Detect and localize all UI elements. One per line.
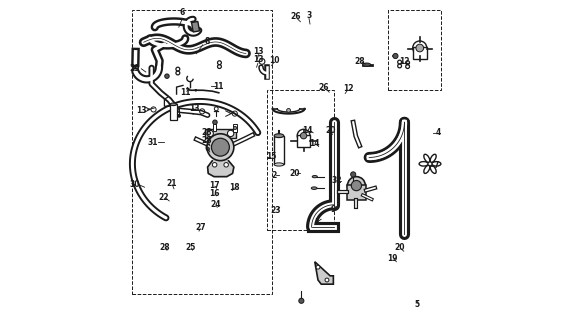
Text: 27: 27 [195, 223, 205, 232]
Circle shape [287, 108, 291, 112]
Text: 6: 6 [180, 8, 185, 17]
Text: 29: 29 [129, 64, 140, 73]
Text: 1: 1 [314, 218, 319, 227]
Text: 28: 28 [202, 136, 212, 145]
Text: 3: 3 [307, 11, 312, 20]
Text: 19: 19 [387, 254, 398, 263]
Text: 9: 9 [331, 205, 336, 214]
Bar [213, 124, 216, 131]
Circle shape [393, 53, 398, 59]
Bar [233, 124, 237, 132]
Circle shape [316, 265, 320, 269]
Ellipse shape [170, 103, 177, 106]
Circle shape [214, 107, 218, 111]
Ellipse shape [274, 134, 284, 138]
Circle shape [165, 74, 169, 78]
Text: 25: 25 [185, 243, 196, 252]
Circle shape [325, 278, 329, 282]
Text: 21: 21 [166, 180, 177, 188]
Circle shape [413, 41, 427, 55]
Text: 12: 12 [399, 57, 410, 66]
Text: 17: 17 [209, 181, 219, 190]
Text: 28: 28 [354, 57, 365, 66]
Text: 4: 4 [435, 128, 440, 137]
Circle shape [207, 134, 234, 161]
Circle shape [299, 298, 304, 303]
Text: 13: 13 [253, 47, 264, 56]
Polygon shape [315, 262, 333, 284]
Circle shape [194, 89, 197, 92]
Circle shape [297, 129, 310, 142]
Circle shape [177, 114, 181, 118]
Text: 28: 28 [160, 243, 170, 252]
Circle shape [300, 132, 307, 139]
Ellipse shape [311, 187, 317, 189]
Bar [170, 104, 177, 120]
Text: 11: 11 [213, 82, 224, 91]
Polygon shape [208, 161, 234, 177]
Text: 23: 23 [271, 206, 281, 215]
Bar [274, 136, 284, 164]
Text: 6: 6 [204, 144, 209, 153]
Text: 26: 26 [319, 84, 329, 92]
Text: 24: 24 [210, 200, 221, 209]
Text: 20: 20 [325, 126, 335, 135]
Bar [413, 47, 427, 59]
Text: 14: 14 [303, 126, 313, 135]
Text: 2: 2 [271, 171, 276, 180]
Bar [297, 135, 310, 147]
Text: 15: 15 [267, 152, 277, 161]
Text: 8: 8 [205, 37, 210, 46]
Text: 18: 18 [229, 183, 240, 192]
Text: 31: 31 [148, 138, 158, 147]
Circle shape [228, 130, 234, 137]
Text: 26: 26 [291, 12, 301, 21]
Text: 32: 32 [332, 176, 343, 185]
Text: 14: 14 [309, 139, 320, 148]
Text: 13: 13 [253, 55, 264, 64]
Bar [347, 185, 366, 200]
Text: 28: 28 [202, 128, 212, 137]
Text: 22: 22 [158, 193, 169, 202]
Bar [205, 129, 236, 138]
Text: 20: 20 [394, 244, 405, 252]
Circle shape [213, 120, 217, 124]
Circle shape [212, 163, 217, 167]
Text: 20: 20 [289, 169, 300, 178]
Circle shape [224, 163, 228, 167]
Text: 12: 12 [343, 84, 353, 93]
Text: 16: 16 [209, 189, 219, 198]
Circle shape [351, 172, 356, 177]
Ellipse shape [312, 175, 317, 178]
Text: 13: 13 [136, 106, 146, 115]
Ellipse shape [274, 163, 284, 166]
Bar [192, 21, 200, 32]
Circle shape [233, 126, 237, 130]
Circle shape [207, 130, 213, 137]
Circle shape [416, 44, 424, 52]
Circle shape [212, 138, 229, 156]
Text: 13: 13 [189, 104, 200, 113]
Text: 11: 11 [180, 88, 190, 97]
Circle shape [351, 180, 362, 191]
Circle shape [347, 177, 366, 195]
Ellipse shape [363, 63, 371, 66]
Text: 7: 7 [433, 161, 439, 170]
Text: 10: 10 [269, 56, 280, 65]
Text: 30: 30 [129, 180, 140, 189]
Text: 5: 5 [414, 300, 419, 309]
